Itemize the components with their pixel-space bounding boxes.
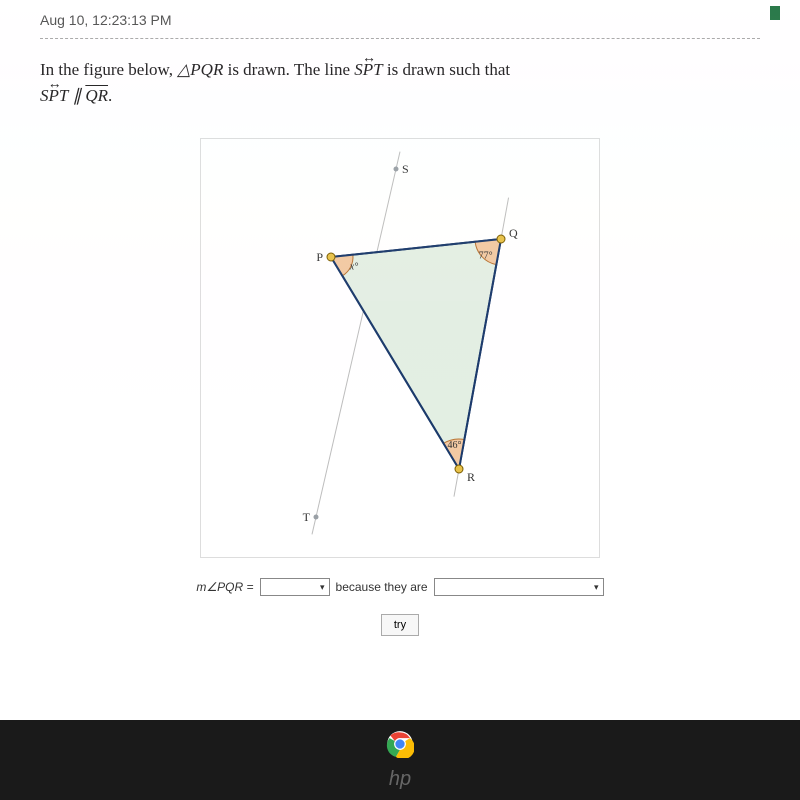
chrome-icon xyxy=(386,730,414,758)
angle-value-select[interactable] xyxy=(260,578,330,596)
answer-row: m∠PQR = because they are xyxy=(40,578,760,596)
reason-select[interactable] xyxy=(434,578,604,596)
svg-text:x°: x° xyxy=(349,261,358,272)
timestamp: Aug 10, 12:23:13 PM xyxy=(40,12,760,28)
svg-text:77°: 77° xyxy=(479,250,493,261)
text: is drawn. The line xyxy=(228,60,355,79)
worksheet-page: Aug 10, 12:23:13 PM In the figure below,… xyxy=(0,0,800,720)
figure-container: P Q R S Tx° 77° 46° xyxy=(40,138,760,558)
laptop-bezel: hp xyxy=(0,720,800,800)
answer-lhs: m∠PQR = xyxy=(196,580,253,594)
line-spt: SPT xyxy=(354,60,382,79)
segment-qr: QR xyxy=(85,86,108,105)
text: . xyxy=(108,86,112,105)
triangle-symbol: △ xyxy=(177,60,190,79)
line-spt-2: SPT xyxy=(40,86,68,105)
status-indicator xyxy=(770,6,780,20)
triangle-name: PQR xyxy=(190,60,223,79)
try-button[interactable]: try xyxy=(381,614,419,636)
text: is drawn such that xyxy=(387,60,510,79)
problem-statement: In the figure below, △PQR is drawn. The … xyxy=(40,57,760,108)
divider xyxy=(40,38,760,39)
svg-text:Q: Q xyxy=(509,226,518,240)
geometry-figure: P Q R S Tx° 77° 46° xyxy=(200,138,600,558)
svg-text:S: S xyxy=(402,162,409,176)
svg-text:46°: 46° xyxy=(447,440,461,451)
svg-text:P: P xyxy=(316,250,323,264)
hp-logo: hp xyxy=(389,768,411,791)
svg-text:R: R xyxy=(467,470,475,484)
svg-text:T: T xyxy=(303,510,311,524)
figure-svg: P Q R S Tx° 77° 46° xyxy=(201,139,601,559)
parallel-symbol: ∥ xyxy=(73,86,86,105)
because-text: because they are xyxy=(336,580,428,594)
